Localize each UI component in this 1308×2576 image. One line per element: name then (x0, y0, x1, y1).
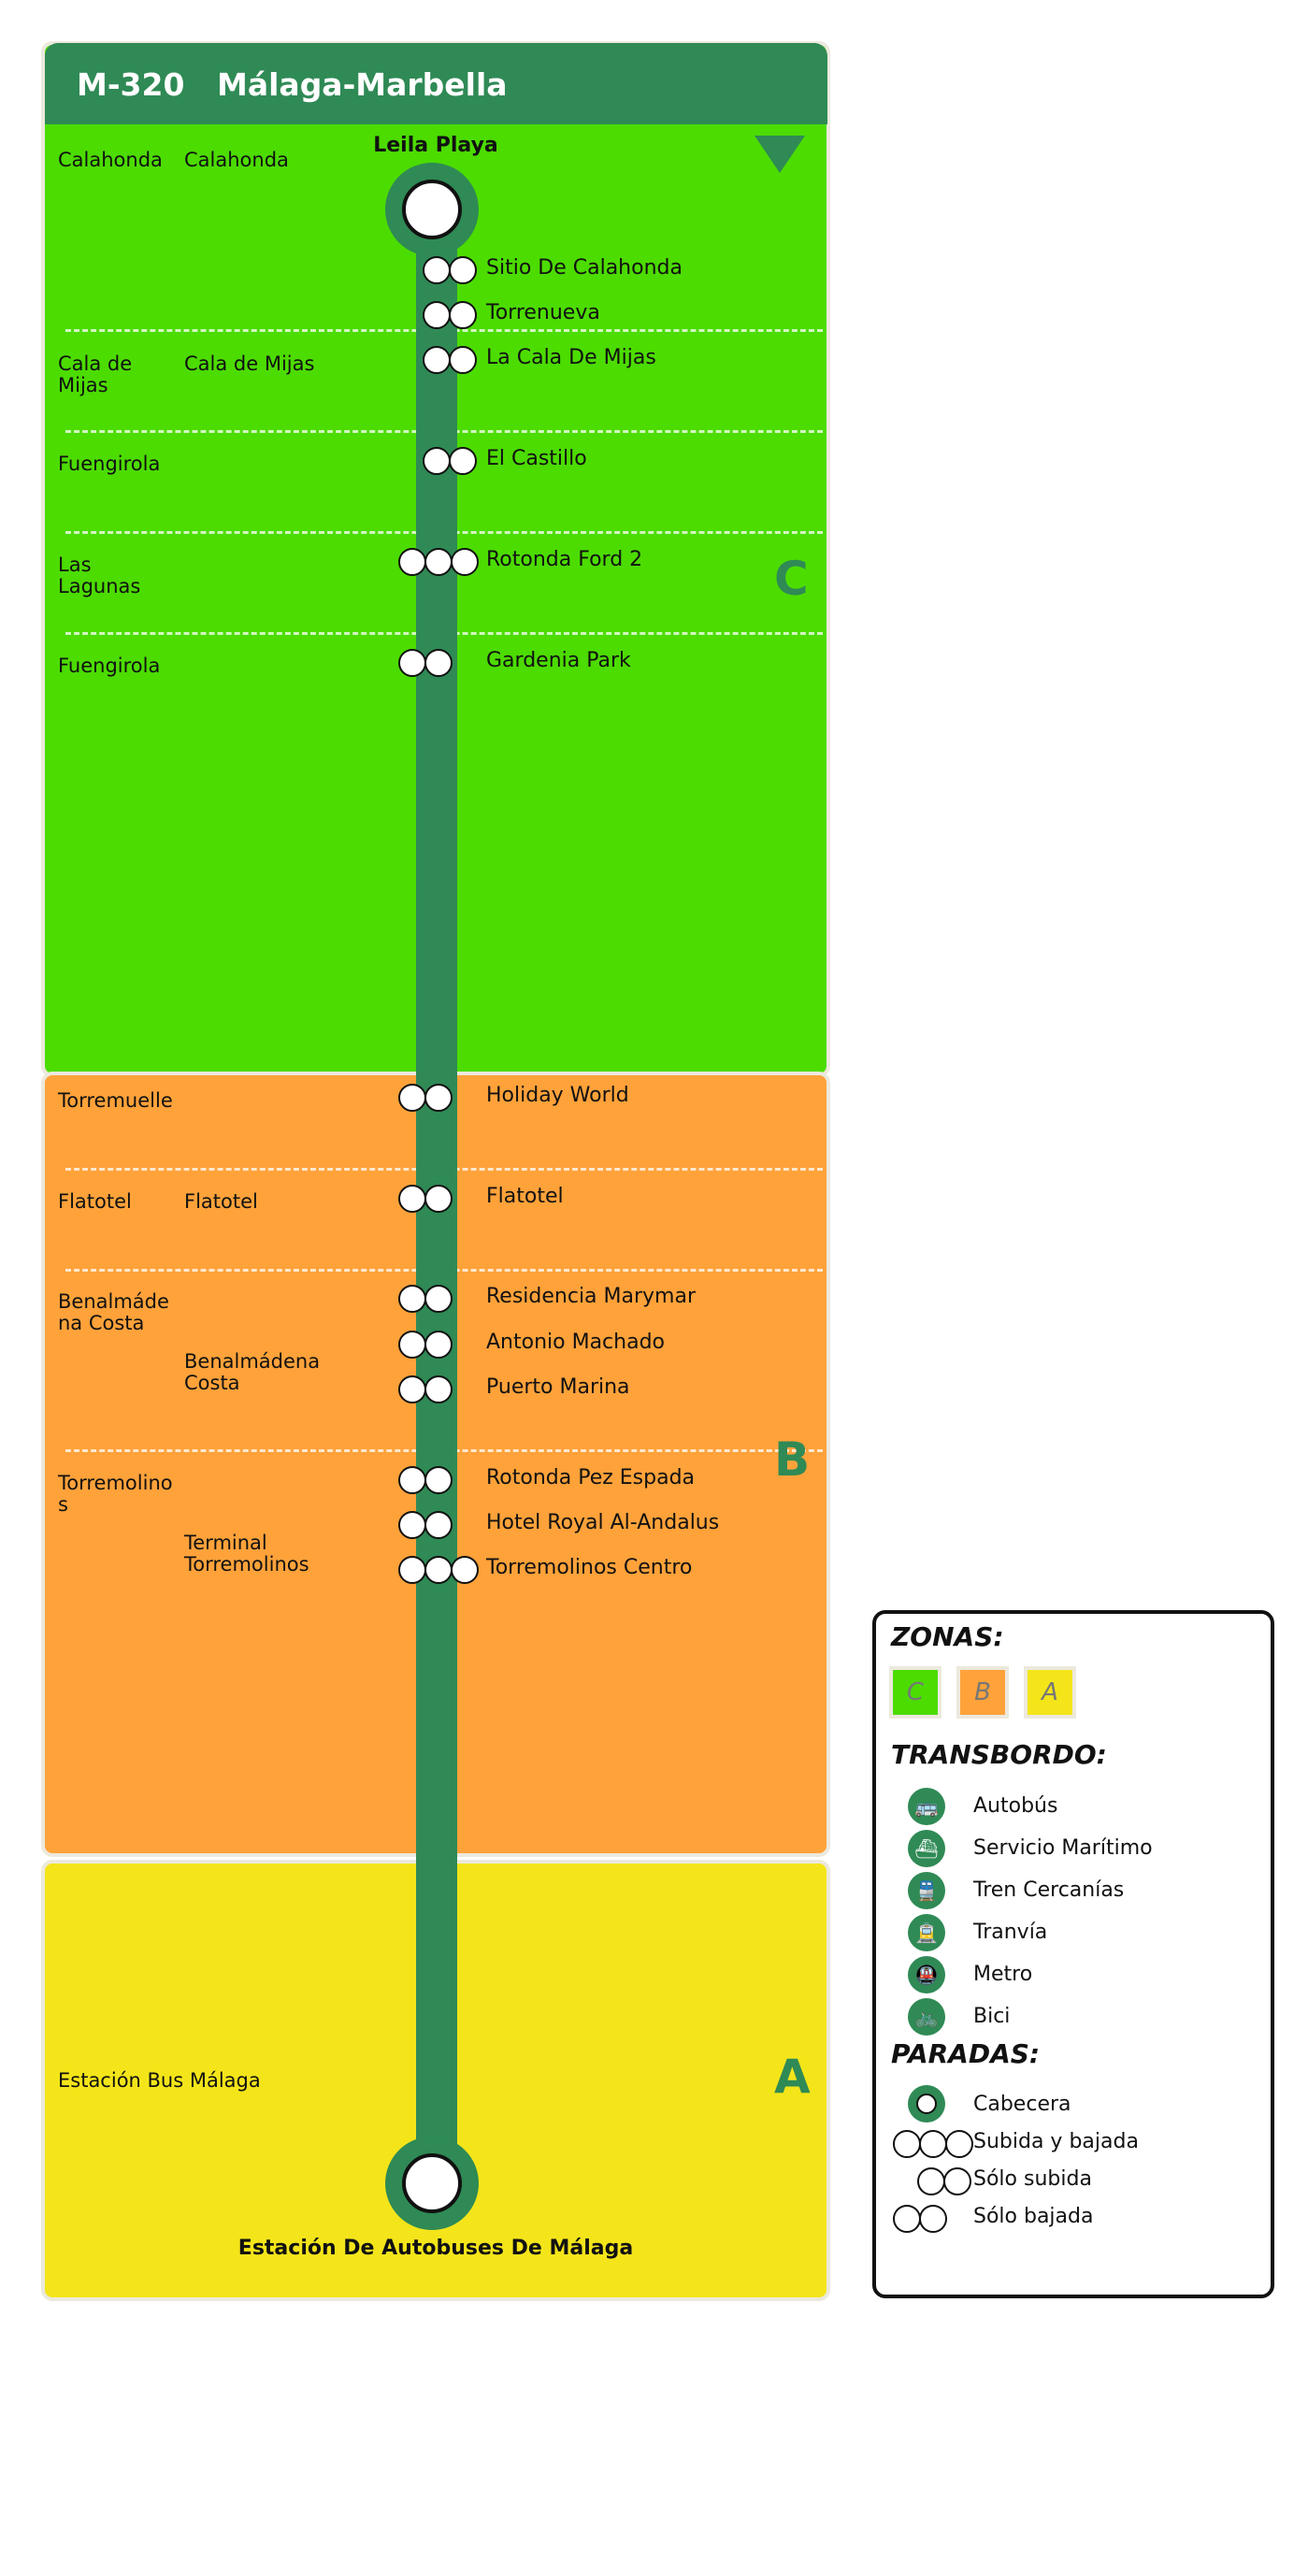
stop-marker-boarding-only (423, 447, 477, 475)
zone-swatch-a: A (1024, 1666, 1076, 1719)
ferry-icon: ⛴ (908, 1830, 945, 1867)
route-code: M-320 (77, 66, 185, 103)
legend-label: Metro (973, 1963, 1033, 1986)
stop-name: Antonio Machado (486, 1331, 665, 1354)
locality-label: Calahonda (58, 149, 163, 171)
locality-label: Terminal Torremolinos (184, 1532, 309, 1576)
locality-label: Torremuelle (58, 1089, 173, 1112)
stop-name: Torrenueva (486, 301, 600, 324)
legend-label: Sólo subida (973, 2167, 1092, 2191)
locality-label: Cala de Mijas (58, 353, 133, 396)
boarding-and-alighting-icon (893, 2130, 973, 2158)
end-terminal-icon (385, 2137, 479, 2230)
locality-label: Flatotel (58, 1190, 132, 1213)
bicycle-icon: 🚲 (908, 1998, 945, 2036)
terminal-stop-icon (908, 2085, 945, 2123)
stop-name: La Cala De Mijas (486, 346, 656, 369)
stop-marker-alighting-only (398, 1375, 453, 1403)
stop-marker-alighting-only (398, 1084, 453, 1112)
stop-marker-alighting-only (398, 1466, 453, 1494)
zone-swatch-b: B (956, 1666, 1009, 1719)
alighting-only-icon (893, 2205, 947, 2233)
stop-name: Rotonda Pez Espada (486, 1466, 696, 1489)
stop-marker-boarding-only (423, 346, 477, 374)
legend-box: ZONAS: C B A TRANSBORDO: 🚌 Autobús ⛴ Ser… (872, 1610, 1274, 2298)
metro-icon: 🚇 (908, 1956, 945, 1993)
legend-label: Tranvía (973, 1921, 1048, 1944)
stop-name: Gardenia Park (486, 649, 631, 672)
locality-label: Estación Bus Málaga (58, 2069, 261, 2092)
stop-name: Flatotel (486, 1185, 564, 1208)
legend-label: Subida y bajada (973, 2130, 1139, 2153)
locality-label: Cala de Mijas (184, 353, 315, 375)
route-title-bar: M-320 Málaga-Marbella (45, 43, 827, 124)
legend-paradas-heading: PARADAS: (891, 2038, 1041, 2069)
stop-name: Rotonda Ford 2 (486, 548, 643, 571)
start-terminal-label: Leila Playa (373, 134, 498, 157)
boarding-only-icon (917, 2167, 971, 2195)
stop-name: Hotel Royal Al-Andalus (486, 1511, 720, 1534)
tram-icon: 🚊 (908, 1914, 945, 1951)
stop-name: El Castillo (486, 447, 587, 470)
stop-marker-boarding-only (423, 256, 477, 284)
stop-name: Residencia Marymar (486, 1285, 697, 1308)
stop-marker-boarding-and-alighting (398, 548, 479, 576)
legend-label: Cabecera (973, 2093, 1071, 2116)
train-icon: 🚆 (908, 1872, 945, 1909)
stop-marker-alighting-only (398, 1511, 453, 1539)
stop-marker-alighting-only (398, 1285, 453, 1313)
legend-transbordo-heading: TRANSBORDO: (891, 1739, 1107, 1770)
stop-name: Holiday World (486, 1084, 629, 1107)
stop-name: Torremolinos Centro (486, 1556, 693, 1579)
zone-letter: B (774, 1432, 811, 1487)
locality-label: Flatotel (184, 1190, 258, 1213)
legend-label: Sólo bajada (973, 2205, 1094, 2228)
stop-marker-alighting-only (398, 1331, 453, 1359)
locality-label: Torremolinos (58, 1472, 173, 1516)
zone-letter: A (774, 2050, 811, 2104)
direction-arrow-icon (755, 136, 805, 173)
stop-marker-alighting-only (398, 649, 453, 677)
legend-label: Tren Cercanías (973, 1878, 1125, 1902)
start-terminal-icon (385, 163, 479, 256)
legend-label: Servicio Marítimo (973, 1836, 1153, 1860)
zone-swatch-c: C (889, 1666, 941, 1719)
locality-label: Fuengirola (58, 655, 161, 677)
stop-marker-boarding-only (423, 301, 477, 329)
end-terminal-label: Estación De Autobuses De Málaga (237, 2237, 634, 2260)
locality-label: Benalmádena Costa (184, 1350, 321, 1394)
locality-label: Benalmádena Costa (58, 1290, 169, 1334)
legend-label: Bici (973, 2005, 1011, 2028)
locality-label: Fuengirola (58, 453, 161, 475)
stop-name: Sitio De Calahonda (486, 256, 683, 280)
stop-marker-alighting-only (398, 1185, 453, 1213)
bus-icon: 🚌 (908, 1788, 945, 1825)
locality-label: Calahonda (184, 149, 289, 171)
zone-letter: C (774, 552, 809, 606)
legend-zonas-heading: ZONAS: (891, 1621, 1004, 1652)
legend-label: Autobús (973, 1794, 1058, 1818)
locality-label: Las Lagunas (58, 554, 141, 597)
stop-name: Puerto Marina (486, 1375, 630, 1399)
stop-marker-boarding-and-alighting (398, 1556, 479, 1584)
route-name: Málaga-Marbella (217, 66, 508, 103)
